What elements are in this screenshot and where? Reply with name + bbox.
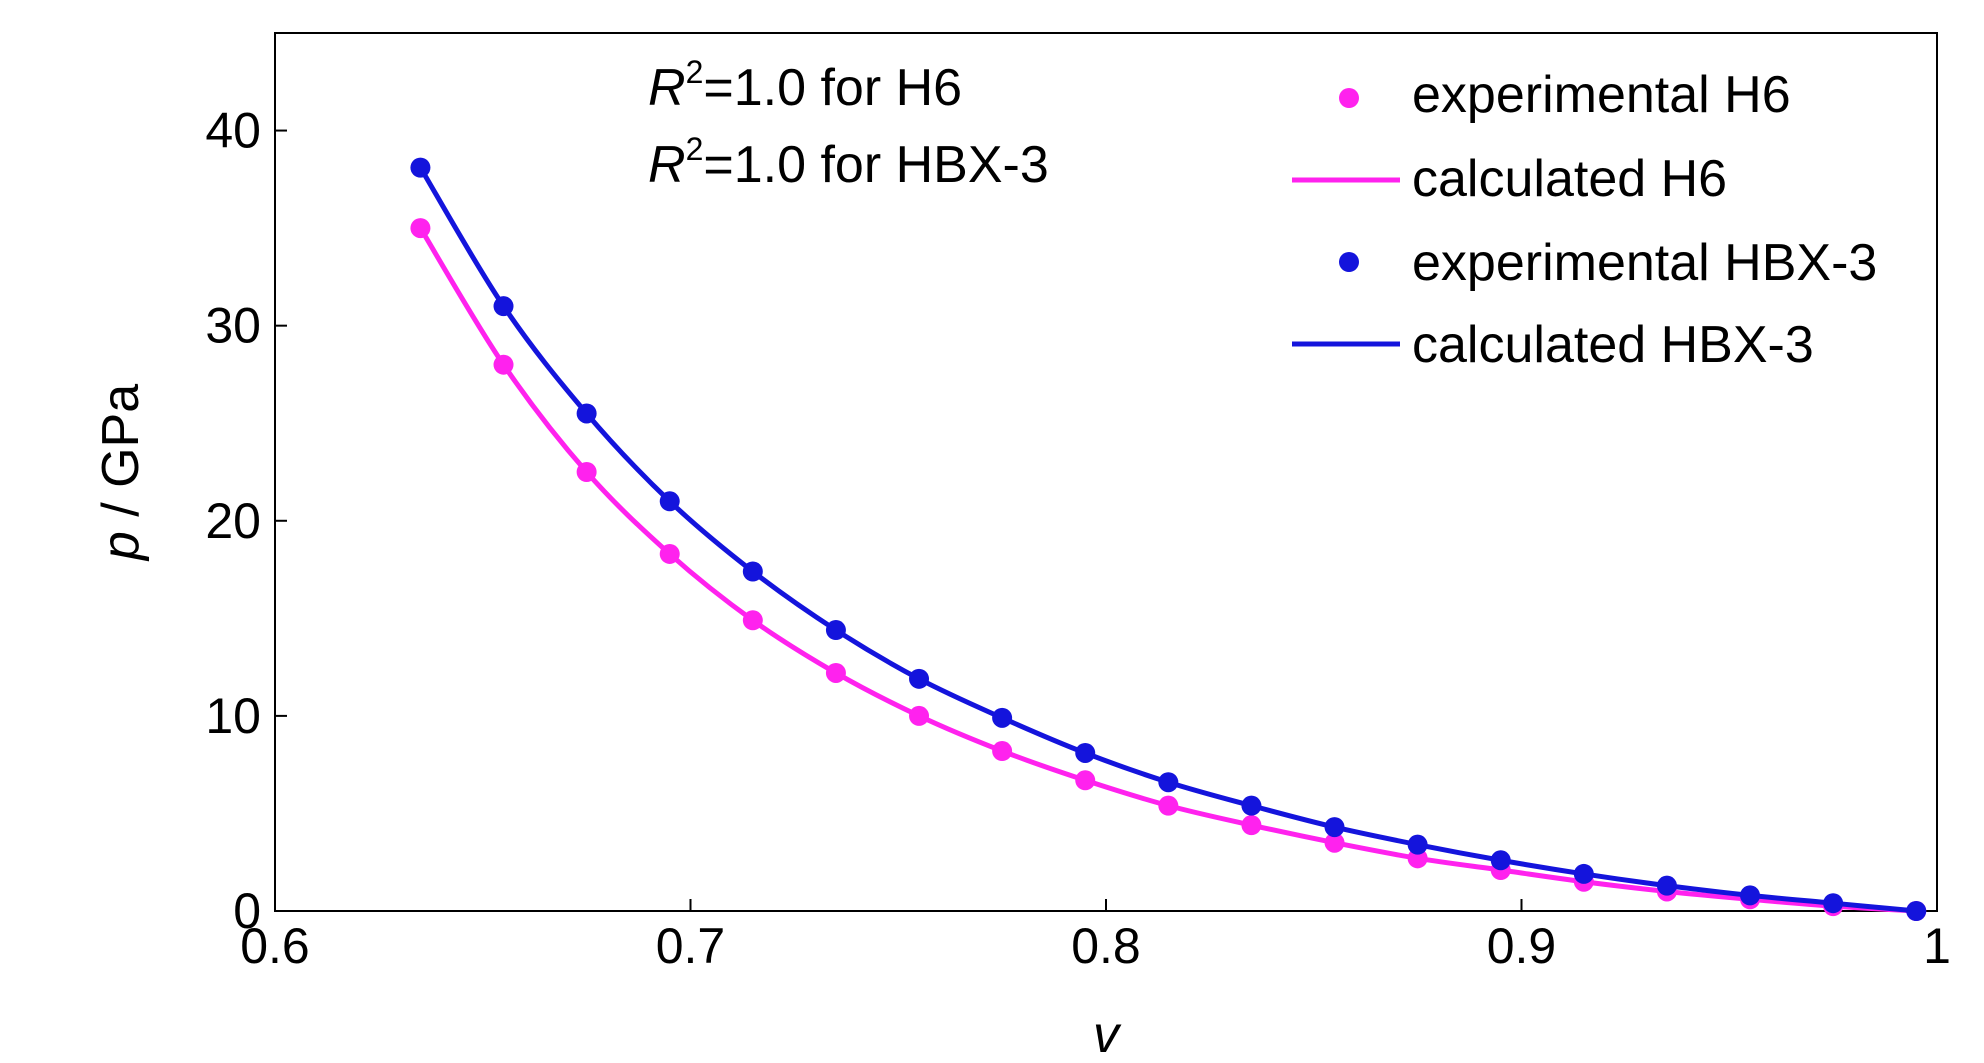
annotation-hbx3: R2=1.0 for HBX-3 xyxy=(648,131,1049,194)
data-point-experimental-hbx3 xyxy=(1656,875,1677,896)
data-point-experimental-h6 xyxy=(493,354,514,375)
annotation-h6: R2=1.0 for H6 xyxy=(648,54,962,117)
x-tick-label: 0.8 xyxy=(1071,918,1141,974)
x-tick-label: 0.6 xyxy=(240,918,310,974)
data-point-experimental-h6 xyxy=(992,741,1013,762)
annotation-group: R2=1.0 for H6 R2=1.0 for HBX-3 xyxy=(648,54,1049,194)
data-point-experimental-hbx3 xyxy=(1490,850,1511,871)
legend-marker-experimental-h6 xyxy=(1339,88,1359,108)
data-point-experimental-hbx3 xyxy=(1407,834,1428,855)
y-tick-label: 30 xyxy=(205,298,261,354)
x-tick-label: 1 xyxy=(1923,918,1951,974)
data-point-experimental-hbx3 xyxy=(909,668,930,689)
data-point-experimental-hbx3 xyxy=(1906,901,1927,921)
data-point-experimental-hbx3 xyxy=(576,403,597,424)
legend-label-calculated-h6: calculated H6 xyxy=(1412,150,1727,208)
data-point-experimental-hbx3 xyxy=(1823,893,1844,914)
legend-label-experimental-h6: experimental H6 xyxy=(1412,66,1791,124)
legend-label-experimental-hbx3: experimental HBX-3 xyxy=(1412,234,1877,292)
y-axis-label: p / GPa xyxy=(92,384,150,562)
data-point-experimental-hbx3 xyxy=(1241,795,1262,816)
series-layer xyxy=(410,157,1927,921)
data-point-experimental-hbx3 xyxy=(410,157,431,178)
data-point-experimental-h6 xyxy=(410,218,431,239)
data-point-experimental-hbx3 xyxy=(742,561,763,582)
y-axis-label-symbol: p xyxy=(92,531,150,562)
annotation-h6-superscript: 2 xyxy=(686,54,704,90)
y-tick-label: 20 xyxy=(205,493,261,549)
annotation-hbx3-superscript: 2 xyxy=(686,131,704,167)
y-axis-ticks: 0 10 20 30 40 xyxy=(205,103,287,939)
data-point-experimental-h6 xyxy=(1158,795,1179,816)
data-point-experimental-hbx3 xyxy=(493,296,514,317)
data-point-experimental-h6 xyxy=(1241,815,1262,836)
data-point-experimental-hbx3 xyxy=(1573,863,1594,884)
x-tick-label: 0.7 xyxy=(656,918,726,974)
data-point-experimental-hbx3 xyxy=(992,707,1013,728)
data-point-experimental-h6 xyxy=(825,662,846,683)
y-tick-label: 0 xyxy=(233,883,261,939)
y-tick-label: 10 xyxy=(205,688,261,744)
annotation-h6-text: =1.0 for H6 xyxy=(703,59,962,117)
y-axis-label-unit: / GPa xyxy=(92,384,150,531)
data-point-experimental-h6 xyxy=(659,543,680,564)
data-point-experimental-h6 xyxy=(576,462,597,482)
data-point-experimental-hbx3 xyxy=(1324,817,1345,838)
annotation-hbx3-text: =1.0 for HBX-3 xyxy=(703,136,1048,194)
data-point-experimental-h6 xyxy=(909,705,930,726)
legend-label-calculated-hbx3: calculated HBX-3 xyxy=(1412,316,1814,374)
data-point-experimental-hbx3 xyxy=(1158,772,1179,793)
data-point-experimental-hbx3 xyxy=(1740,885,1761,906)
annotation-hbx3-symbol: R xyxy=(648,136,686,194)
x-axis-ticks: 0.6 0.7 0.8 0.9 1 xyxy=(240,899,1951,974)
annotation-h6-symbol: R xyxy=(648,59,686,117)
legend-marker-experimental-hbx3 xyxy=(1339,252,1359,272)
x-tick-label: 0.9 xyxy=(1487,918,1557,974)
x-axis-label: v xyxy=(1093,1006,1122,1063)
data-point-experimental-h6 xyxy=(1324,832,1345,853)
data-point-experimental-h6 xyxy=(742,610,763,631)
data-point-experimental-hbx3 xyxy=(659,491,680,512)
y-tick-label: 40 xyxy=(205,103,261,159)
data-point-experimental-hbx3 xyxy=(1075,742,1096,763)
data-point-experimental-hbx3 xyxy=(825,620,846,641)
legend: experimental H6 calculated H6 experiment… xyxy=(1292,66,1877,374)
data-point-experimental-h6 xyxy=(1075,770,1096,791)
